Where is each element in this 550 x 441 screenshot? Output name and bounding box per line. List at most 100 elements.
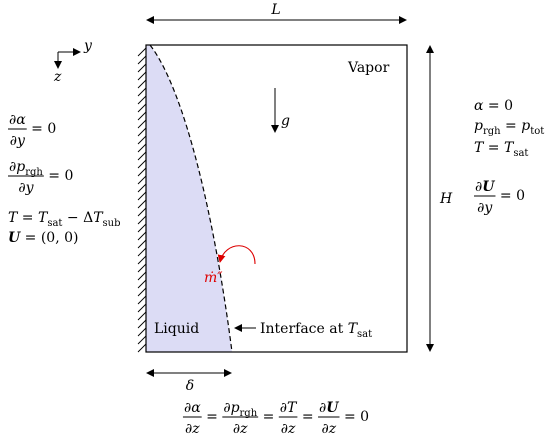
vapor-label: Vapor (347, 60, 390, 76)
hatch-line (137, 207, 147, 217)
math-text: = (202, 409, 223, 425)
math-text: sat (47, 218, 62, 229)
math-text: = 0 (27, 121, 57, 137)
equation: ∂ α∂ z = ∂ p rgh∂ z = ∂ T∂ z = ∂ U∂ z = 0 (182, 400, 370, 437)
math-text: z (191, 421, 200, 437)
hatch-line (137, 119, 147, 129)
math-text: T (93, 210, 104, 226)
math-text: ∂ (18, 180, 25, 196)
math-text: rgh (25, 167, 43, 178)
math-text: ∂ (223, 400, 230, 416)
math-text: z (239, 421, 248, 437)
equation: ∂ p rgh∂ y = 0 (8, 159, 73, 196)
hatch-line (137, 319, 147, 329)
math-text: tot (530, 126, 544, 137)
hatch-line (137, 311, 147, 321)
math-text: T (8, 210, 19, 226)
equation: α = 0 (474, 98, 513, 114)
math-text: α (474, 98, 484, 114)
math-text: sub (103, 218, 121, 229)
gravity-label: g (281, 113, 290, 129)
math-text: p (16, 159, 25, 175)
box (145, 44, 408, 353)
math-text: = 0 (483, 98, 513, 114)
math-text: sat (357, 329, 372, 340)
hatch-line (137, 79, 147, 89)
math-text: ∂ (281, 421, 288, 437)
hatch-line (137, 103, 147, 113)
math-text: ∂ (9, 159, 16, 175)
domain (137, 44, 408, 353)
equation: ∂ α∂ y = 0 (8, 112, 56, 149)
hatch-line (137, 271, 147, 281)
dimensions: L H δ (146, 2, 453, 394)
hatch-line (137, 111, 147, 121)
math-text: U (8, 230, 21, 246)
math-text: y (483, 200, 493, 216)
math-text: α (16, 112, 26, 128)
math-text: − Δ (62, 210, 93, 226)
math-text: U (482, 179, 495, 195)
math-text: = (483, 140, 504, 156)
hatch-line (137, 159, 147, 169)
hatch-line (137, 255, 147, 265)
thickness-label: δ (186, 378, 194, 394)
hatch-line (137, 279, 147, 289)
equation: ∂ U∂ y = 0 (474, 179, 525, 216)
wall-hatching (137, 47, 147, 353)
math-text: ∂ (184, 400, 191, 416)
math-text: Interface at (260, 321, 348, 337)
hatch-line (137, 183, 147, 193)
math-text: rgh (240, 408, 258, 419)
math-text: p (474, 118, 483, 134)
math-text: ∂ (475, 179, 482, 195)
hatch-line (137, 199, 147, 209)
math-text: = (0, 0) (20, 230, 78, 246)
z-axis-label: z (53, 69, 62, 85)
math-text: = (297, 409, 318, 425)
y-axis-label: y (83, 38, 93, 54)
math-text: sat (513, 148, 528, 159)
height-label: H (439, 191, 453, 207)
liquid-region (146, 45, 232, 352)
math-text: p (521, 118, 530, 134)
hatch-line (137, 191, 147, 201)
math-text: ∂ (10, 133, 17, 149)
math-text: ∂ (319, 400, 326, 416)
math-text: z (287, 421, 296, 437)
math-text: U (326, 400, 339, 416)
hatch-line (137, 287, 147, 297)
hatch-line (137, 327, 147, 337)
hatch-line (137, 167, 147, 177)
math-text: ∂ (321, 421, 328, 437)
hatch-line (137, 87, 147, 97)
hatch-line (137, 63, 147, 73)
hatch-line (137, 55, 147, 65)
math-text: = 0 (495, 188, 525, 204)
math-text: T (287, 400, 298, 416)
hatch-line (137, 247, 147, 257)
math-text: = 0 (340, 409, 370, 425)
mass-flux-arrow (217, 245, 256, 265)
hatch-line (137, 303, 147, 313)
math-text: p (231, 400, 240, 416)
math-text: ∂ (185, 421, 192, 437)
interface-line (149, 44, 233, 353)
hatch-line (137, 295, 147, 305)
hatch-line (137, 95, 147, 105)
math-text: ∂ (477, 200, 484, 216)
math-text: = 0 (44, 168, 74, 184)
math-text: = (258, 409, 279, 425)
math-text: ∂ (9, 112, 16, 128)
hatch-line (137, 71, 147, 81)
math-text: ∂ (233, 421, 240, 437)
math-text: ∂ (280, 400, 287, 416)
hatch-line (137, 239, 147, 249)
hatch-line (137, 143, 147, 153)
hatch-line (137, 215, 147, 225)
hatch-line (137, 263, 147, 273)
math-text: y (25, 180, 35, 196)
